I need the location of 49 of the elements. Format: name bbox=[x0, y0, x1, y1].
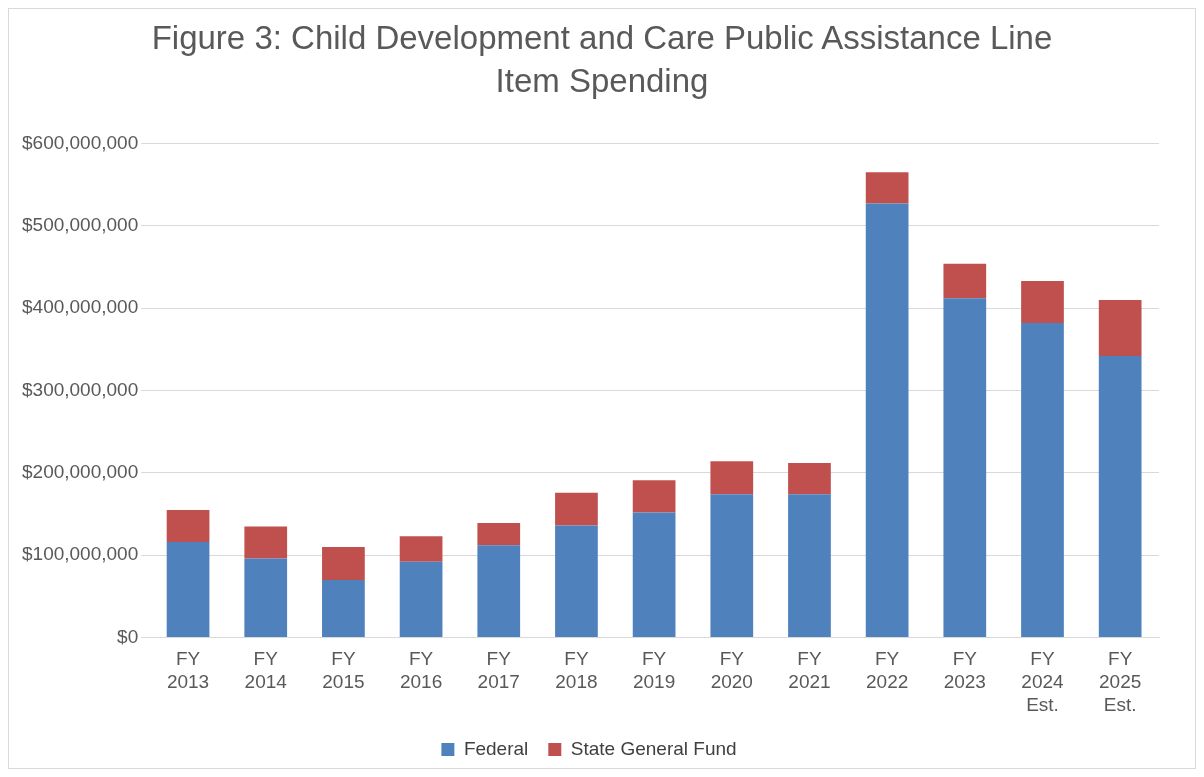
y-tick-label: $300,000,000 bbox=[21, 378, 139, 400]
x-tick-label: FY 2013 bbox=[166, 648, 210, 693]
x-tick-label: FY 2022 bbox=[866, 648, 909, 693]
x-tick-label: FY 2019 bbox=[632, 648, 676, 693]
bar bbox=[1098, 355, 1142, 638]
bar bbox=[632, 480, 676, 513]
bar bbox=[477, 523, 521, 546]
x-tick-label: FY 2025 Est. bbox=[1099, 648, 1142, 715]
y-tick-label: $200,000,000 bbox=[21, 461, 139, 483]
bar bbox=[865, 203, 909, 638]
x-tick-label: FY 2020 bbox=[710, 648, 753, 693]
bar bbox=[166, 509, 210, 543]
legend-label: State General Fund bbox=[570, 737, 737, 759]
bar bbox=[555, 525, 598, 638]
bar bbox=[865, 172, 909, 204]
y-tick-label: $600,000,000 bbox=[21, 131, 139, 153]
bar bbox=[166, 542, 210, 638]
bar bbox=[710, 461, 754, 495]
bar bbox=[244, 526, 288, 559]
bar bbox=[632, 512, 676, 638]
bar bbox=[710, 494, 754, 638]
y-tick-label: $100,000,000 bbox=[21, 543, 139, 565]
bar bbox=[943, 263, 987, 299]
bar bbox=[1021, 322, 1064, 638]
x-tick-label: FY 2024 Est. bbox=[1021, 648, 1065, 715]
x-tick-label: FY 2016 bbox=[399, 648, 443, 693]
bar bbox=[322, 547, 365, 580]
bar bbox=[322, 579, 365, 638]
chart-title: Figure 3: Child Development and Care Public Assistance Line Item Spending bbox=[150, 18, 1054, 101]
x-tick-label: FY 2014 bbox=[244, 648, 288, 693]
bar bbox=[1021, 280, 1064, 323]
x-tick-label: FY 2023 bbox=[943, 648, 986, 693]
bar bbox=[555, 492, 598, 526]
y-tick-label: $0 bbox=[117, 625, 139, 647]
x-tick-label: FY 2017 bbox=[477, 648, 520, 693]
legend-label: Federal bbox=[463, 737, 529, 759]
bar bbox=[399, 561, 443, 638]
bar bbox=[1098, 299, 1142, 356]
bar bbox=[477, 545, 521, 638]
x-tick-label: FY 2021 bbox=[788, 648, 831, 693]
bar bbox=[399, 536, 443, 562]
x-tick-label: FY 2018 bbox=[555, 648, 598, 693]
x-tick-label: FY 2015 bbox=[322, 648, 365, 693]
y-tick-label: $400,000,000 bbox=[21, 296, 139, 318]
bar bbox=[943, 298, 987, 638]
bar bbox=[788, 462, 831, 495]
bar bbox=[788, 494, 831, 638]
bar bbox=[244, 558, 288, 638]
y-tick-label: $500,000,000 bbox=[21, 214, 139, 235]
